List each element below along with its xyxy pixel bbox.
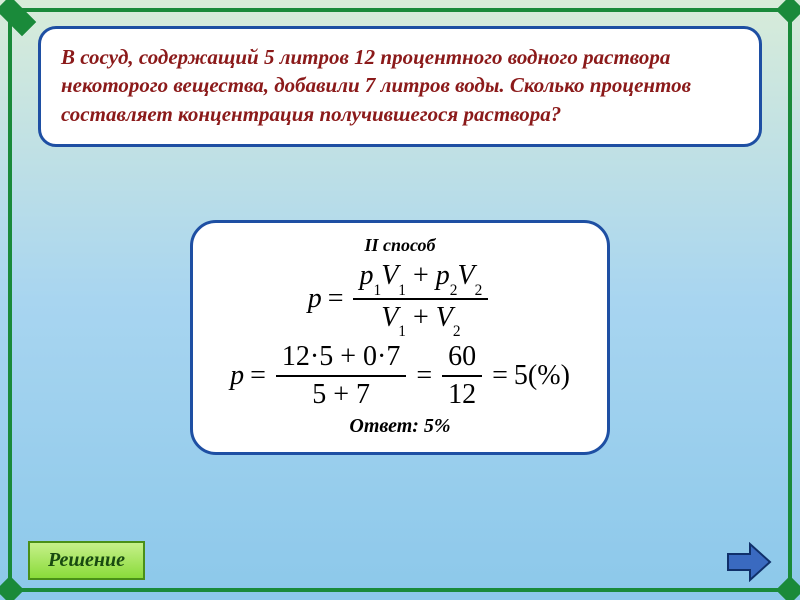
fraction-denominator: 12 bbox=[442, 377, 482, 411]
formula-general: p = p1V1 + p2V2 V1 + V2 bbox=[211, 260, 589, 337]
fraction-intermediate: 60 12 bbox=[442, 341, 482, 411]
problem-box: В сосуд, содержащий 5 литров 12 процентн… bbox=[38, 26, 762, 147]
equals-sign: = bbox=[416, 360, 432, 392]
frame-corner bbox=[0, 0, 24, 24]
frame-corner bbox=[0, 576, 24, 600]
equals-sign: = bbox=[328, 283, 344, 315]
next-arrow-icon bbox=[726, 542, 772, 582]
formula-lhs: p bbox=[230, 360, 244, 392]
result-value: 5 bbox=[514, 360, 528, 392]
frame-corner bbox=[776, 576, 800, 600]
fraction-numerator: 12·5 + 0·7 bbox=[276, 341, 406, 377]
fraction-general: p1V1 + p2V2 V1 + V2 bbox=[353, 260, 488, 337]
next-button[interactable] bbox=[726, 542, 772, 582]
result-unit: (%) bbox=[528, 360, 570, 392]
formula-lhs: p bbox=[308, 283, 322, 315]
fraction-numerator: p1V1 + p2V2 bbox=[353, 260, 488, 300]
answer-label: Ответ: 5% bbox=[211, 415, 589, 438]
fraction-denominator: 5 + 7 bbox=[306, 377, 376, 411]
solution-tab[interactable]: Решение bbox=[28, 541, 145, 580]
equals-sign: = bbox=[492, 360, 508, 392]
method-label: II способ bbox=[211, 235, 589, 256]
frame-corner bbox=[776, 0, 800, 24]
equals-sign: = bbox=[250, 360, 266, 392]
solution-box: II способ p = p1V1 + p2V2 V1 + V2 p = 12… bbox=[190, 220, 610, 455]
solution-tab-label: Решение bbox=[48, 549, 125, 571]
formula-numeric: p = 12·5 + 0·7 5 + 7 = 60 12 = 5 (%) bbox=[211, 341, 589, 411]
problem-text: В сосуд, содержащий 5 литров 12 процентн… bbox=[61, 43, 739, 128]
fraction-numerator: 60 bbox=[442, 341, 482, 377]
fraction-denominator: V1 + V2 bbox=[375, 300, 466, 338]
fraction-numeric: 12·5 + 0·7 5 + 7 bbox=[276, 341, 406, 411]
